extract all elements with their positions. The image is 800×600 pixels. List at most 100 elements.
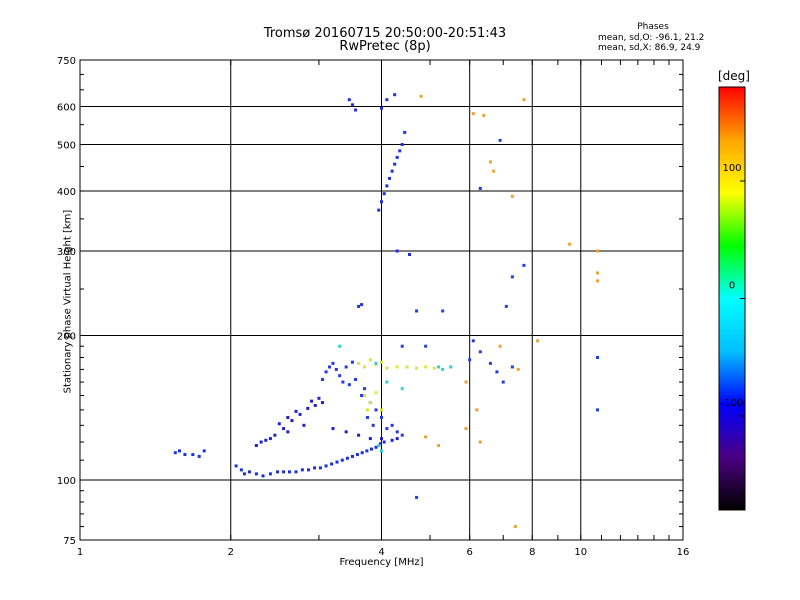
y-tick-label: 300 xyxy=(57,247,76,258)
phase-o-row: mean, sd,O: -96.1, 21.2 xyxy=(598,33,708,44)
data-point xyxy=(395,249,399,253)
data-point xyxy=(330,462,334,466)
data-point xyxy=(380,449,383,453)
x-tick-label: 6 xyxy=(466,547,472,558)
data-point xyxy=(488,160,492,164)
y-tick-label: 75 xyxy=(63,536,76,547)
data-point xyxy=(510,365,514,369)
data-point xyxy=(290,419,294,423)
data-point xyxy=(395,155,399,159)
data-point xyxy=(400,143,404,147)
data-point xyxy=(382,440,386,444)
data-point xyxy=(390,423,394,427)
data-point xyxy=(307,468,311,472)
data-point xyxy=(380,200,383,204)
data-point xyxy=(282,427,286,431)
data-point xyxy=(294,470,298,474)
data-point xyxy=(328,365,332,369)
data-point xyxy=(393,162,397,166)
data-point xyxy=(405,365,409,369)
data-point xyxy=(268,472,272,476)
data-point xyxy=(357,433,361,437)
data-point xyxy=(380,360,383,364)
data-point xyxy=(324,464,328,468)
data-point xyxy=(259,440,263,444)
data-point xyxy=(310,399,314,403)
data-point xyxy=(596,408,600,412)
data-point xyxy=(380,408,383,412)
data-point xyxy=(261,474,265,478)
data-point xyxy=(318,466,322,470)
data-point xyxy=(498,138,502,142)
data-point xyxy=(363,387,367,391)
data-point xyxy=(415,495,419,499)
data-point xyxy=(501,380,505,384)
phase-statistics: Phases mean, sd,O: -96.1, 21.2 mean, sd,… xyxy=(598,22,708,54)
data-point xyxy=(300,468,304,472)
data-point xyxy=(344,430,348,434)
data-point xyxy=(424,365,428,369)
data-point xyxy=(334,367,338,371)
data-point xyxy=(177,449,181,453)
data-point xyxy=(313,403,317,407)
chart-title: Tromsø 20160715 20:50:00-20:51:43 xyxy=(263,26,507,41)
data-point xyxy=(286,415,290,419)
data-point xyxy=(390,438,394,442)
data-point xyxy=(516,367,520,371)
x-tick-label: 4 xyxy=(378,547,384,558)
data-point xyxy=(403,130,407,134)
data-point xyxy=(415,309,419,313)
y-axis-label: Stationary phase Virtual Height [km] xyxy=(62,209,74,394)
data-point xyxy=(522,98,526,102)
data-point xyxy=(202,449,206,453)
data-point xyxy=(183,453,187,457)
data-point xyxy=(173,451,177,455)
data-point xyxy=(395,430,399,434)
data-point xyxy=(380,106,383,110)
data-point xyxy=(276,470,280,474)
data-point xyxy=(432,366,436,370)
data-point xyxy=(388,176,392,180)
data-point xyxy=(441,309,445,313)
data-point xyxy=(377,444,381,448)
data-point xyxy=(596,355,600,359)
data-point xyxy=(247,470,251,474)
data-point xyxy=(596,271,600,275)
data-point xyxy=(360,451,364,455)
data-point xyxy=(478,350,482,354)
data-point xyxy=(273,433,277,437)
phase-o-value: -96.1, 21.2 xyxy=(655,32,705,43)
data-point xyxy=(380,415,383,419)
data-point xyxy=(268,437,272,441)
data-point xyxy=(488,361,492,365)
data-point xyxy=(191,453,195,457)
data-point xyxy=(478,440,482,444)
y-tick-label: 100 xyxy=(57,476,76,487)
data-point xyxy=(264,438,268,442)
data-point xyxy=(357,361,361,365)
phase-heading: Phases xyxy=(637,22,669,32)
data-point xyxy=(321,401,325,405)
x-tick-label: 10 xyxy=(574,547,587,558)
data-point xyxy=(400,344,404,348)
data-point xyxy=(424,435,428,439)
data-point xyxy=(482,113,486,117)
data-point xyxy=(347,383,351,387)
data-point xyxy=(475,408,479,412)
data-point xyxy=(234,464,238,468)
data-point xyxy=(354,108,358,112)
y-tick-label: 500 xyxy=(57,141,76,152)
data-point xyxy=(374,391,378,395)
data-point xyxy=(338,374,342,378)
data-point xyxy=(350,103,354,107)
data-point xyxy=(298,412,302,416)
y-tick-label: 750 xyxy=(57,56,76,67)
data-point xyxy=(378,442,382,446)
data-point xyxy=(340,458,344,462)
data-point xyxy=(354,377,358,381)
data-point xyxy=(510,275,514,279)
data-point xyxy=(350,454,354,458)
data-point xyxy=(504,304,508,308)
data-point xyxy=(464,380,468,384)
x-tick-label: 1 xyxy=(77,547,83,558)
